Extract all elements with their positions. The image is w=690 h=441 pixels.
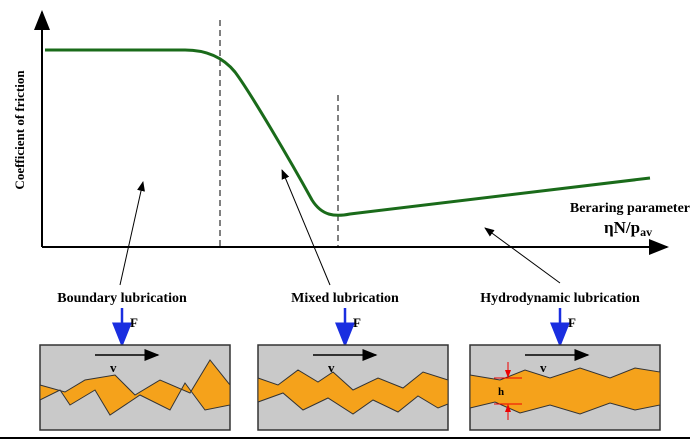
force-label: F — [353, 315, 361, 330]
regime-label: Boundary lubrication — [57, 291, 187, 306]
x-axis-label: Beraring parameter — [570, 201, 690, 216]
pointer-arrow — [484, 227, 561, 284]
lubricant-film — [39, 359, 231, 416]
lubricant-film — [469, 367, 661, 415]
friction-curve — [45, 48, 651, 217]
velocity-label: v — [540, 360, 547, 375]
film-label: h — [498, 386, 504, 398]
regime-label: Mixed lubrication — [291, 291, 399, 306]
y-axis-label: Coefficient of friction — [12, 70, 27, 190]
lubricant-film — [257, 369, 449, 415]
pointer-arrow — [281, 169, 331, 286]
force-label: F — [130, 315, 138, 330]
velocity-label: v — [328, 360, 335, 375]
velocity-label: v — [110, 360, 117, 375]
force-label: F — [568, 315, 576, 330]
regime-label: Hydrodynamic lubrication — [480, 291, 640, 306]
pointer-arrow — [119, 181, 145, 286]
x-axis-symbol: ηN/pav — [604, 218, 652, 239]
regime-panels: Boundary lubrication Fv Mixed lubrication F… — [39, 291, 661, 431]
